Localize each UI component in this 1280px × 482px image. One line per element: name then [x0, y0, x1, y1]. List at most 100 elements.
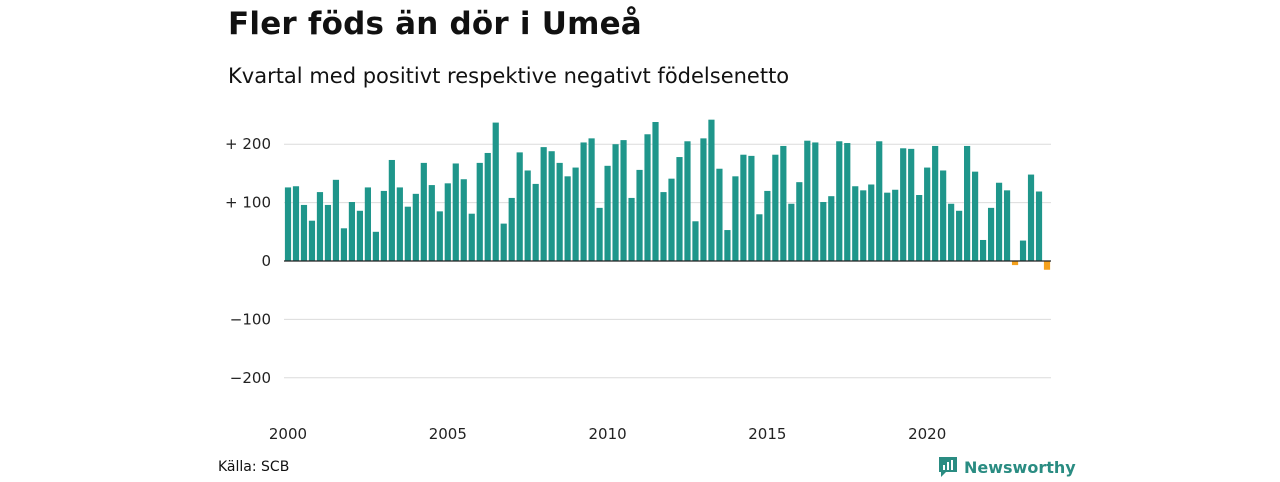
bar — [916, 195, 923, 261]
bar — [732, 176, 739, 261]
bar — [716, 168, 723, 261]
bar — [740, 154, 747, 261]
bar — [348, 202, 356, 261]
bar — [676, 157, 683, 261]
bar — [1043, 261, 1051, 270]
bar — [524, 170, 531, 261]
bar — [788, 203, 795, 261]
bar — [612, 144, 619, 261]
bar — [596, 207, 603, 261]
bar — [1011, 261, 1019, 266]
y-tick-label: + 100 — [225, 194, 271, 212]
bar — [540, 147, 547, 261]
bar — [644, 134, 651, 261]
bar — [724, 230, 731, 261]
bar — [932, 145, 939, 261]
bar — [772, 154, 779, 261]
bar — [300, 204, 308, 261]
bar — [388, 159, 395, 261]
source-note: Källa: SCB — [218, 459, 290, 475]
bar — [708, 119, 715, 261]
bar — [308, 220, 316, 261]
x-tick-label: 2000 — [269, 425, 307, 443]
bar — [340, 228, 348, 261]
bar — [908, 148, 915, 261]
bar — [1035, 191, 1043, 261]
bar — [468, 213, 475, 261]
bar — [636, 169, 643, 261]
bar — [820, 202, 827, 261]
y-tick-label: −100 — [230, 310, 271, 328]
bar — [572, 167, 579, 261]
brand-logo[interactable]: Newsworthy — [938, 456, 1076, 478]
bar — [428, 185, 435, 261]
x-tick-label: 2020 — [908, 425, 946, 443]
bar — [476, 162, 483, 261]
bar — [436, 211, 443, 261]
bar — [972, 171, 979, 261]
x-tick-label: 2010 — [588, 425, 626, 443]
bar — [316, 192, 324, 261]
bar — [836, 141, 843, 261]
bar — [620, 140, 627, 261]
bar — [372, 231, 379, 261]
bar-chart: + 200 + 100 0 −100 −200 2000 2005 2010 2015 2020 — [225, 119, 1051, 443]
bar — [452, 163, 459, 261]
bar — [876, 141, 883, 261]
bar — [1019, 240, 1027, 261]
y-tick-label: + 200 — [225, 135, 271, 153]
bar — [420, 162, 427, 261]
bar — [516, 152, 523, 261]
bar — [628, 197, 635, 261]
bar — [804, 140, 811, 261]
bar — [292, 186, 300, 261]
newsworthy-icon — [938, 456, 958, 478]
bar — [828, 196, 835, 261]
bar — [588, 138, 595, 261]
bar — [332, 179, 340, 261]
bar — [444, 183, 451, 261]
bar — [860, 190, 867, 261]
chart-subtitle: Kvartal med positivt respektive negativt… — [228, 64, 790, 88]
bar — [868, 184, 875, 261]
bar — [564, 176, 571, 261]
bar — [764, 190, 771, 261]
chart-title: Fler föds än dör i Umeå — [228, 6, 642, 42]
bar — [556, 162, 563, 261]
bar — [324, 204, 332, 261]
bar — [892, 189, 899, 261]
bar — [364, 187, 371, 261]
bar — [844, 143, 851, 261]
bar — [979, 239, 987, 261]
bar — [604, 165, 611, 261]
bar — [412, 193, 419, 261]
bar — [884, 192, 891, 261]
bar — [380, 190, 387, 261]
bar — [652, 122, 659, 261]
bar — [532, 183, 539, 261]
bar — [548, 151, 555, 261]
bar — [580, 142, 587, 261]
bar — [668, 178, 675, 261]
bar — [1003, 190, 1011, 261]
bar — [1027, 174, 1035, 261]
bar — [396, 187, 403, 261]
x-tick-label: 2005 — [429, 425, 467, 443]
bar — [508, 197, 515, 261]
bar — [284, 187, 292, 261]
bar — [924, 167, 931, 261]
y-tick-label: 0 — [261, 252, 271, 270]
bar — [948, 203, 955, 261]
bar — [756, 214, 763, 261]
bar — [460, 179, 467, 261]
bar — [956, 210, 963, 261]
bar — [492, 122, 499, 261]
bar — [484, 152, 491, 261]
x-tick-label: 2015 — [748, 425, 786, 443]
bar — [900, 148, 907, 261]
bar — [987, 207, 995, 261]
bar — [660, 192, 667, 261]
bar — [796, 182, 803, 261]
y-tick-label: −200 — [230, 369, 271, 387]
bar — [692, 221, 699, 261]
